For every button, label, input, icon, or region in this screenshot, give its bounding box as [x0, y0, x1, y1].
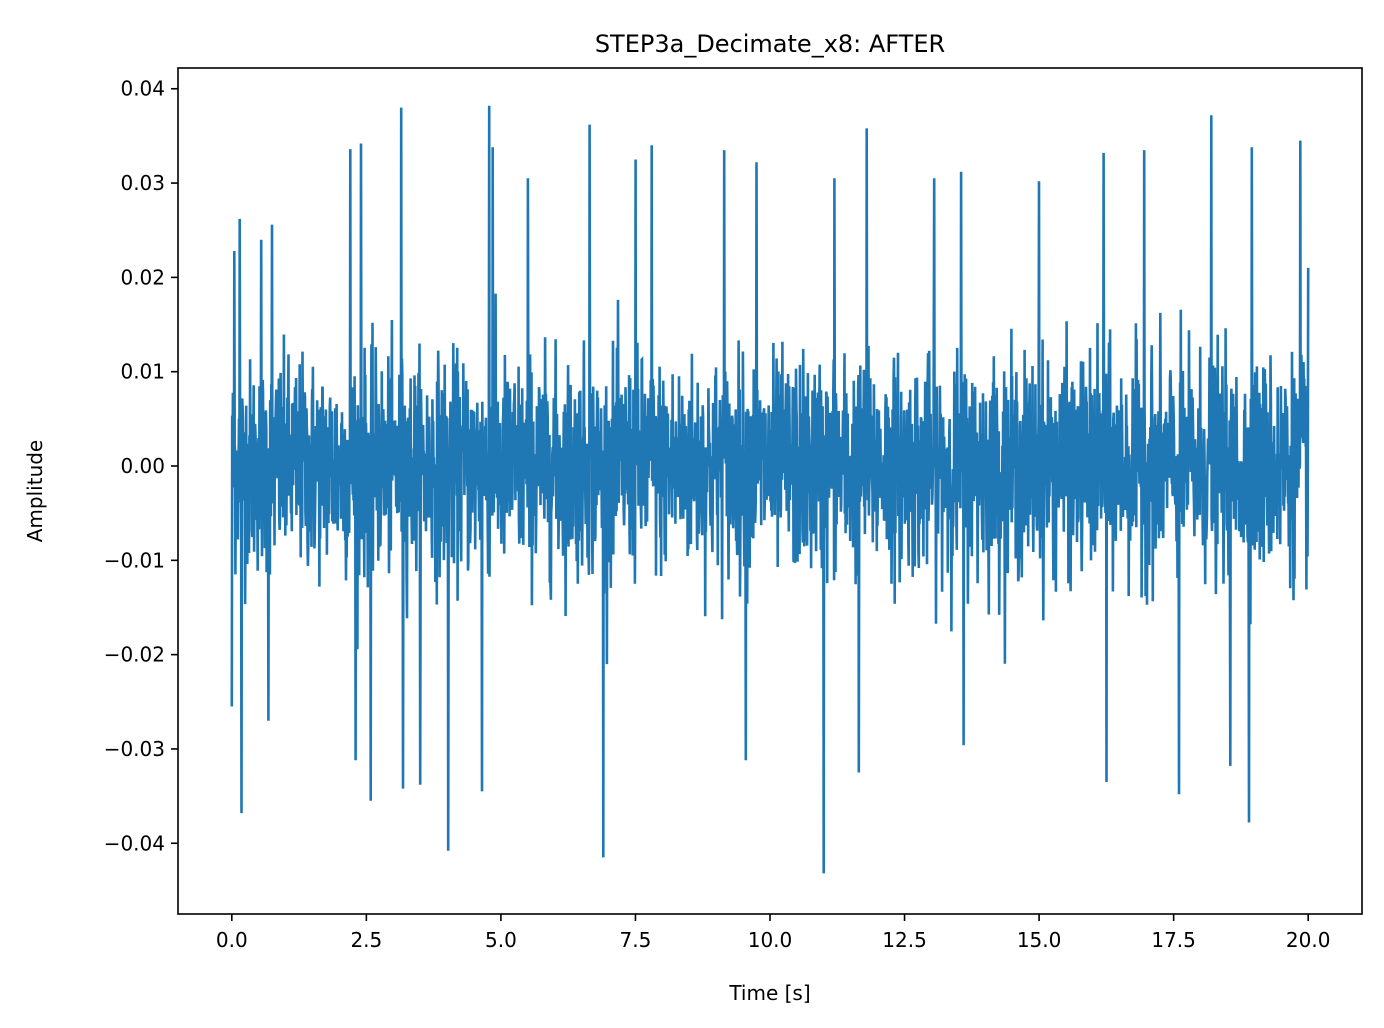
y-tick-label: −0.04: [104, 831, 165, 855]
chart-title: STEP3a_Decimate_x8: AFTER: [595, 30, 945, 58]
x-tick-label: 17.5: [1151, 928, 1196, 952]
series-line: [230, 105, 1310, 874]
y-tick-label: 0.01: [120, 360, 165, 384]
x-tick-label: 2.5: [350, 928, 382, 952]
series-layer: [230, 105, 1310, 874]
x-tick-label: 5.0: [485, 928, 517, 952]
x-axis-label: Time [s]: [728, 981, 810, 1005]
y-tick-label: −0.01: [104, 548, 165, 572]
y-tick-label: 0.04: [120, 77, 165, 101]
y-tick-label: 0.03: [120, 171, 165, 195]
y-tick-label: 0.02: [120, 265, 165, 289]
x-tick-label: 20.0: [1286, 928, 1331, 952]
x-tick-label: 10.0: [748, 928, 793, 952]
x-axis-ticks: 0.0 2.5 5.0 7.5 10.0 12.5 15.0 17.5 20.0: [216, 914, 1331, 952]
y-axis-label: Amplitude: [23, 440, 47, 543]
x-tick-label: 12.5: [882, 928, 927, 952]
x-tick-label: 15.0: [1017, 928, 1062, 952]
y-tick-label: 0.00: [120, 454, 165, 478]
y-axis-ticks: 0.04 0.03 0.02 0.01 0.00 −0.01 −0.02 −0.03 −0.04: [104, 77, 178, 855]
y-tick-label: −0.02: [104, 643, 165, 667]
x-tick-label: 0.0: [216, 928, 248, 952]
plot-area: [230, 105, 1310, 874]
x-tick-label: 7.5: [620, 928, 652, 952]
y-tick-label: −0.03: [104, 737, 165, 761]
